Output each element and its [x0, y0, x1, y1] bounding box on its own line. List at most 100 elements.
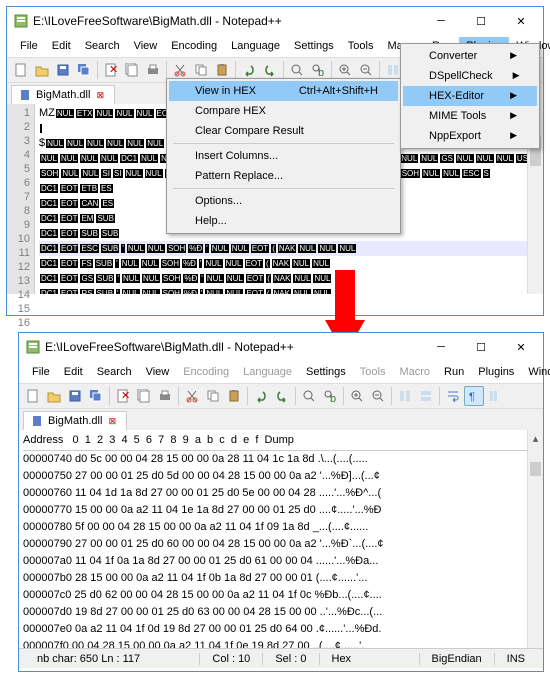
menu-view[interactable]: View [127, 37, 165, 55]
sync-h-icon[interactable] [416, 386, 436, 406]
cut-icon[interactable] [182, 386, 202, 406]
window-title-1: E:\ILoveFreeSoftware\BigMath.dll - Notep… [33, 14, 421, 28]
find-icon[interactable] [299, 386, 319, 406]
copy-icon[interactable] [203, 386, 223, 406]
tab-close-icon[interactable]: ⊠ [106, 415, 118, 427]
menu-window[interactable]: Window [521, 363, 550, 381]
svg-text:✕: ✕ [121, 390, 130, 402]
save-icon[interactable] [65, 386, 85, 406]
menu-search[interactable]: Search [78, 37, 127, 55]
menu-encoding[interactable]: Encoding [164, 37, 224, 55]
minimize-button[interactable]: ─ [421, 8, 461, 34]
menu-settings[interactable]: Settings [299, 363, 353, 381]
toolbar-separator [295, 387, 296, 405]
close-file-icon[interactable]: ✕ [101, 60, 121, 80]
close-button[interactable]: ✕ [501, 334, 541, 360]
app-icon [13, 13, 29, 29]
menu-view[interactable]: View [139, 363, 177, 381]
save-all-icon[interactable] [74, 60, 94, 80]
indent-guide-icon[interactable] [485, 386, 505, 406]
menu-plugins[interactable]: Plugins [471, 363, 521, 381]
hex-editor[interactable]: Address 0 1 2 3 4 5 6 7 8 9 a b c d e f … [19, 430, 543, 648]
maximize-button[interactable]: ☐ [461, 334, 501, 360]
redo-icon[interactable] [272, 386, 292, 406]
menu-compare-hex[interactable]: Compare HEX [169, 101, 398, 121]
print-icon[interactable] [155, 386, 175, 406]
menu-encoding: Encoding [176, 363, 236, 381]
menubar-2: File Edit Search View Encoding Language … [19, 361, 543, 383]
menu-clear-compare[interactable]: Clear Compare Result [169, 121, 398, 141]
cut-icon[interactable] [170, 60, 190, 80]
menu-nppexport[interactable]: NppExport▶ [403, 126, 537, 146]
copy-icon[interactable] [191, 60, 211, 80]
minimize-button[interactable]: ─ [421, 334, 461, 360]
menu-converter[interactable]: Converter▶ [403, 46, 537, 66]
toolbar-separator [379, 61, 380, 79]
menu-run[interactable]: Run [437, 363, 471, 381]
close-all-icon[interactable] [122, 60, 142, 80]
zoom-out-icon[interactable] [356, 60, 376, 80]
maximize-button[interactable]: ☐ [461, 8, 501, 34]
menu-language[interactable]: Language [224, 37, 287, 55]
menu-mime-tools[interactable]: MIME Tools▶ [403, 106, 537, 126]
menu-view-in-hex[interactable]: View in HEXCtrl+Alt+Shift+H [169, 81, 398, 101]
status-sel: Sel : 0 [262, 653, 318, 665]
menu-options[interactable]: Options... [169, 191, 398, 211]
menu-insert-columns[interactable]: Insert Columns... [169, 146, 398, 166]
open-icon[interactable] [44, 386, 64, 406]
toolbar-separator [343, 387, 344, 405]
toolbar-separator [247, 387, 248, 405]
sync-v-icon[interactable] [395, 386, 415, 406]
scroll-up-icon[interactable]: ▴ [528, 430, 543, 446]
tabbar-2: BigMath.dll ⊠ [19, 409, 543, 430]
status-endian: BigEndian [419, 653, 494, 665]
status-enc: Hex [319, 653, 419, 665]
undo-icon[interactable] [239, 60, 259, 80]
toolbar-separator [331, 61, 332, 79]
new-icon[interactable] [11, 60, 31, 80]
status-ins: INS [494, 653, 537, 665]
wrap-icon[interactable] [443, 386, 463, 406]
zoom-out-icon[interactable] [368, 386, 388, 406]
menu-edit[interactable]: Edit [57, 363, 90, 381]
open-icon[interactable] [32, 60, 52, 80]
undo-icon[interactable] [251, 386, 271, 406]
toolbar-separator [178, 387, 179, 405]
menu-language: Language [236, 363, 299, 381]
file-tab[interactable]: BigMath.dll ⊠ [11, 85, 115, 104]
tab-close-icon[interactable]: ⊠ [94, 89, 106, 101]
zoom-in-icon[interactable] [347, 386, 367, 406]
replace-icon[interactable]: b [320, 386, 340, 406]
toolbar-separator [235, 61, 236, 79]
submenu-arrow-icon: ▶ [510, 90, 517, 102]
replace-icon[interactable]: b [308, 60, 328, 80]
file-icon [20, 89, 32, 101]
save-icon[interactable] [53, 60, 73, 80]
new-icon[interactable] [23, 386, 43, 406]
menu-pattern-replace[interactable]: Pattern Replace... [169, 166, 398, 186]
menu-edit[interactable]: Edit [45, 37, 78, 55]
paste-icon[interactable] [212, 60, 232, 80]
save-all-icon[interactable] [86, 386, 106, 406]
redo-icon[interactable] [260, 60, 280, 80]
menu-dspellcheck[interactable]: DSpellCheck▶ [403, 66, 537, 86]
menu-help[interactable]: Help... [169, 211, 398, 231]
show-all-icon[interactable]: ¶ [464, 386, 484, 406]
close-all-icon[interactable] [134, 386, 154, 406]
menu-search[interactable]: Search [90, 363, 139, 381]
find-icon[interactable] [287, 60, 307, 80]
scroll-thumb[interactable] [530, 462, 541, 476]
paste-icon[interactable] [224, 386, 244, 406]
svg-text:✕: ✕ [109, 64, 118, 76]
print-icon[interactable] [143, 60, 163, 80]
close-button[interactable]: ✕ [501, 8, 541, 34]
menu-settings[interactable]: Settings [287, 37, 341, 55]
menu-tools[interactable]: Tools [341, 37, 381, 55]
vertical-scrollbar[interactable]: ▴ [527, 430, 543, 648]
menu-hex-editor[interactable]: HEX-Editor▶ [403, 86, 537, 106]
menu-file[interactable]: File [25, 363, 57, 381]
close-file-icon[interactable]: ✕ [113, 386, 133, 406]
file-tab[interactable]: BigMath.dll ⊠ [23, 411, 127, 430]
zoom-in-icon[interactable] [335, 60, 355, 80]
menu-file[interactable]: File [13, 37, 45, 55]
